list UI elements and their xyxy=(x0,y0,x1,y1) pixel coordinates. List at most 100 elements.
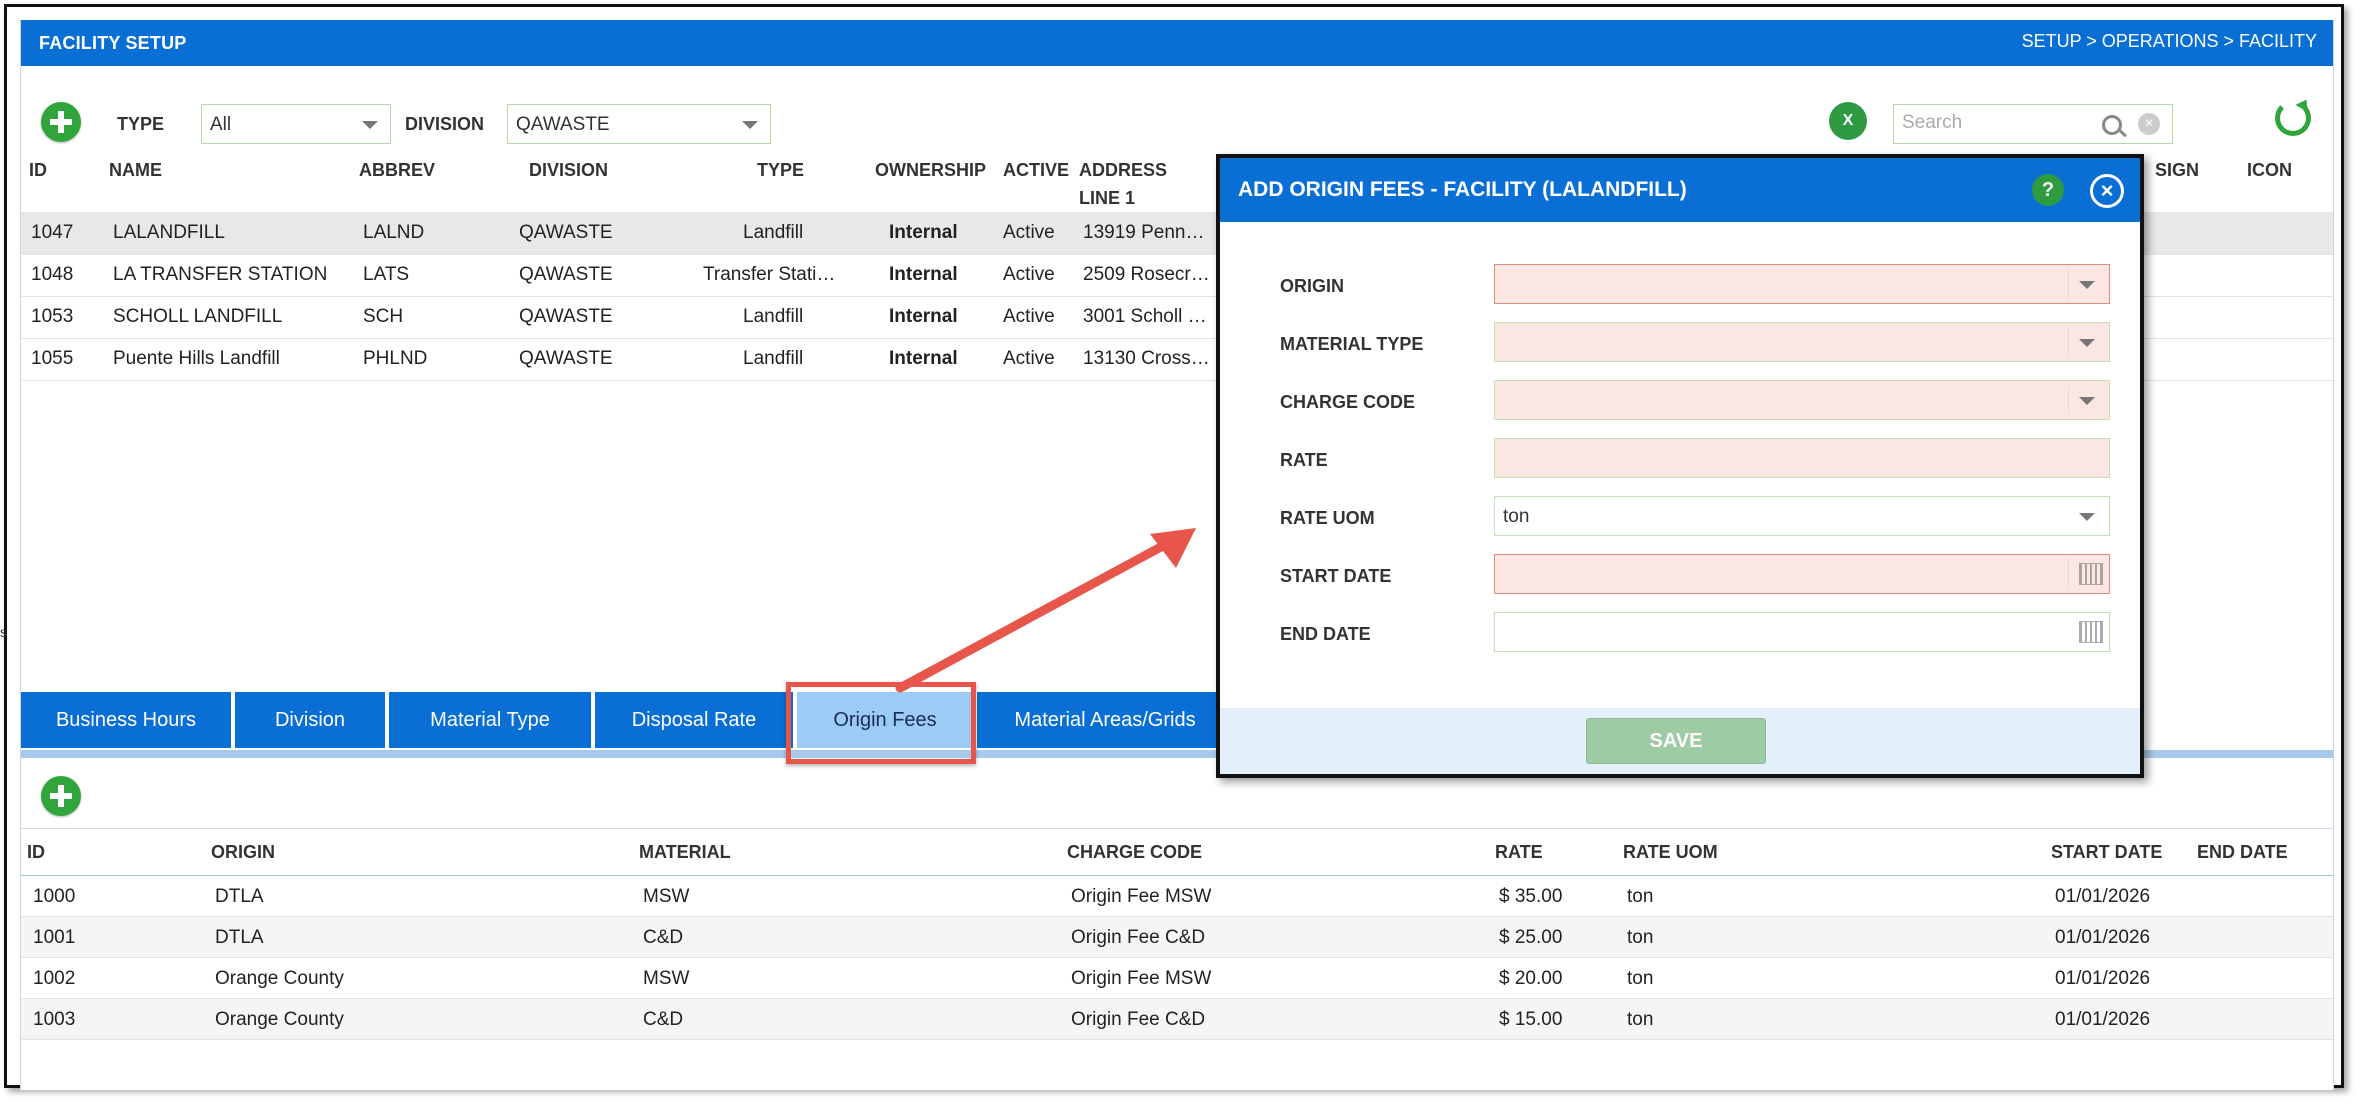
end-date-input[interactable] xyxy=(1494,612,2110,652)
facility-row[interactable]: 1055 Puente Hills Landfill PHLND QAWASTE… xyxy=(21,338,2333,381)
col-address-line-1[interactable]: ADDRESS LINE 1 xyxy=(1079,160,1168,208)
title-bar: FACILITY SETUP SETUP > OPERATIONS > FACI… xyxy=(21,20,2333,66)
fee-row[interactable]: 1000 DTLA MSW Origin Fee MSW $ 35.00 ton… xyxy=(21,876,2333,917)
excel-export-icon[interactable]: X xyxy=(1829,102,1867,140)
arrow-shaft xyxy=(895,537,1175,693)
fee-material: C&D xyxy=(643,927,684,948)
type-select[interactable]: All xyxy=(201,104,391,144)
division-select[interactable]: QAWASTE xyxy=(507,104,771,144)
rate-input[interactable] xyxy=(1494,438,2110,478)
material-type-select[interactable] xyxy=(1494,322,2110,362)
start-date-input[interactable] xyxy=(1494,554,2110,594)
chevron-down-icon xyxy=(2079,397,2095,405)
calendar-icon[interactable] xyxy=(2079,621,2103,643)
type-label: TYPE xyxy=(117,114,165,134)
facility-ownership: Internal xyxy=(889,348,958,369)
arrow-head xyxy=(1150,528,1196,568)
breadcrumb[interactable]: SETUP > OPERATIONS > FACILITY xyxy=(2021,31,2317,51)
col-ownership[interactable]: OWNERSHIP xyxy=(875,160,987,180)
fee-origin: Orange County xyxy=(215,1009,344,1030)
fee-id: 1003 xyxy=(33,1009,76,1030)
fee-rate: $ 20.00 xyxy=(1499,968,1563,989)
facility-division: QAWASTE xyxy=(519,264,613,285)
fee-rate: $ 15.00 xyxy=(1499,1009,1563,1030)
col-type[interactable]: TYPE xyxy=(757,160,805,180)
fee-id: 1001 xyxy=(33,927,76,948)
fee-id: 1000 xyxy=(33,886,76,907)
tab-material-areas-grids[interactable]: Material Areas/Grids xyxy=(977,692,1233,748)
save-button[interactable]: SAVE xyxy=(1586,718,1766,764)
tab-origin-fees[interactable]: Origin Fees xyxy=(797,692,973,748)
search-box: × xyxy=(1893,104,2173,144)
fee-uom: ton xyxy=(1627,1009,1654,1030)
facility-id: 1053 xyxy=(31,306,74,327)
tab-division[interactable]: Division xyxy=(235,692,385,748)
facility-division: QAWASTE xyxy=(519,348,613,369)
col-rate-uom[interactable]: RATE UOM xyxy=(1623,842,1718,862)
col-id[interactable]: ID xyxy=(27,842,45,862)
clear-search-icon[interactable]: × xyxy=(2138,113,2160,135)
col-id[interactable]: ID xyxy=(29,160,47,180)
search-icon[interactable] xyxy=(2102,115,2122,135)
charge-code-select[interactable] xyxy=(1494,380,2110,420)
col-name[interactable]: NAME xyxy=(109,160,162,180)
dialog-title: ADD ORIGIN FEES - FACILITY (LALANDFILL) xyxy=(1238,178,1687,201)
chevron-down-icon xyxy=(362,121,378,129)
col-material[interactable]: MATERIAL xyxy=(639,842,731,862)
col-start-date[interactable]: START DATE xyxy=(2051,842,2163,862)
col-sign[interactable]: SIGN xyxy=(2155,160,2200,180)
fee-charge-code: Origin Fee C&D xyxy=(1071,1009,1206,1030)
fee-row[interactable]: 1003 Orange County C&D Origin Fee C&D $ … xyxy=(21,999,2333,1040)
col-icon[interactable]: ICON xyxy=(2247,160,2292,180)
fee-start-date: 01/01/2026 xyxy=(2055,927,2151,948)
refresh-icon[interactable] xyxy=(2275,100,2311,136)
col-charge-code[interactable]: CHARGE CODE xyxy=(1067,842,1203,862)
fee-start-date: 01/01/2026 xyxy=(2055,886,2151,907)
facility-id: 1048 xyxy=(31,264,74,285)
facility-type: Landfill xyxy=(743,222,804,243)
fee-row[interactable]: 1001 DTLA C&D Origin Fee C&D $ 25.00 ton… xyxy=(21,917,2333,958)
facility-address: 13919 Penn… xyxy=(1083,222,1205,243)
start-date-label: START DATE xyxy=(1280,566,1392,586)
fee-uom: ton xyxy=(1627,886,1654,907)
type-select-value: All xyxy=(210,114,232,135)
facility-row[interactable]: 1053 SCHOLL LANDFILL SCH QAWASTE Landfil… xyxy=(21,296,2333,339)
fee-row[interactable]: 1002 Orange County MSW Origin Fee MSW $ … xyxy=(21,958,2333,999)
facility-row[interactable]: 1048 LA TRANSFER STATION LATS QAWASTE Tr… xyxy=(21,254,2333,297)
calendar-icon[interactable] xyxy=(2079,563,2103,585)
facility-abbrev: SCH xyxy=(363,306,404,327)
search-input[interactable] xyxy=(1900,111,2104,135)
tab-material-type[interactable]: Material Type xyxy=(389,692,591,748)
add-origin-fee-plus-icon[interactable] xyxy=(41,776,81,816)
origin-select[interactable] xyxy=(1494,264,2110,304)
facility-abbrev: PHLND xyxy=(363,348,428,369)
facility-abbrev: LALND xyxy=(363,222,425,243)
col-origin[interactable]: ORIGIN xyxy=(211,842,276,862)
help-icon[interactable]: ? xyxy=(2032,174,2064,206)
tab-underline xyxy=(21,750,2333,758)
fee-charge-code: Origin Fee MSW xyxy=(1071,886,1212,907)
facility-type: Transfer Stati… xyxy=(703,264,836,285)
col-end-date[interactable]: END DATE xyxy=(2197,842,2288,862)
chevron-down-icon xyxy=(2079,339,2095,347)
date-divider xyxy=(2068,559,2069,589)
rate-label: RATE xyxy=(1280,450,1328,470)
fee-start-date: 01/01/2026 xyxy=(2055,1009,2151,1030)
facility-name: LALANDFILL xyxy=(113,222,225,243)
highlight-box xyxy=(786,682,976,764)
fee-origin: DTLA xyxy=(215,927,264,948)
col-abbrev[interactable]: ABBREV xyxy=(359,160,436,180)
col-rate[interactable]: RATE xyxy=(1495,842,1543,862)
close-icon[interactable]: × xyxy=(2090,174,2124,208)
select-divider xyxy=(2068,385,2069,415)
rate-uom-select[interactable]: ton xyxy=(1494,496,2110,536)
add-facility-plus-icon[interactable] xyxy=(41,102,81,142)
col-division[interactable]: DIVISION xyxy=(529,160,609,180)
col-active[interactable]: ACTIVE xyxy=(1003,160,1070,180)
tab-business-hours[interactable]: Business Hours xyxy=(21,692,231,748)
add-origin-fees-dialog: ADD ORIGIN FEES - FACILITY (LALANDFILL) … xyxy=(1216,154,2144,778)
facility-id: 1047 xyxy=(31,222,74,243)
tab-disposal-rate[interactable]: Disposal Rate xyxy=(595,692,793,748)
facility-division: QAWASTE xyxy=(519,306,613,327)
fee-charge-code: Origin Fee MSW xyxy=(1071,968,1212,989)
